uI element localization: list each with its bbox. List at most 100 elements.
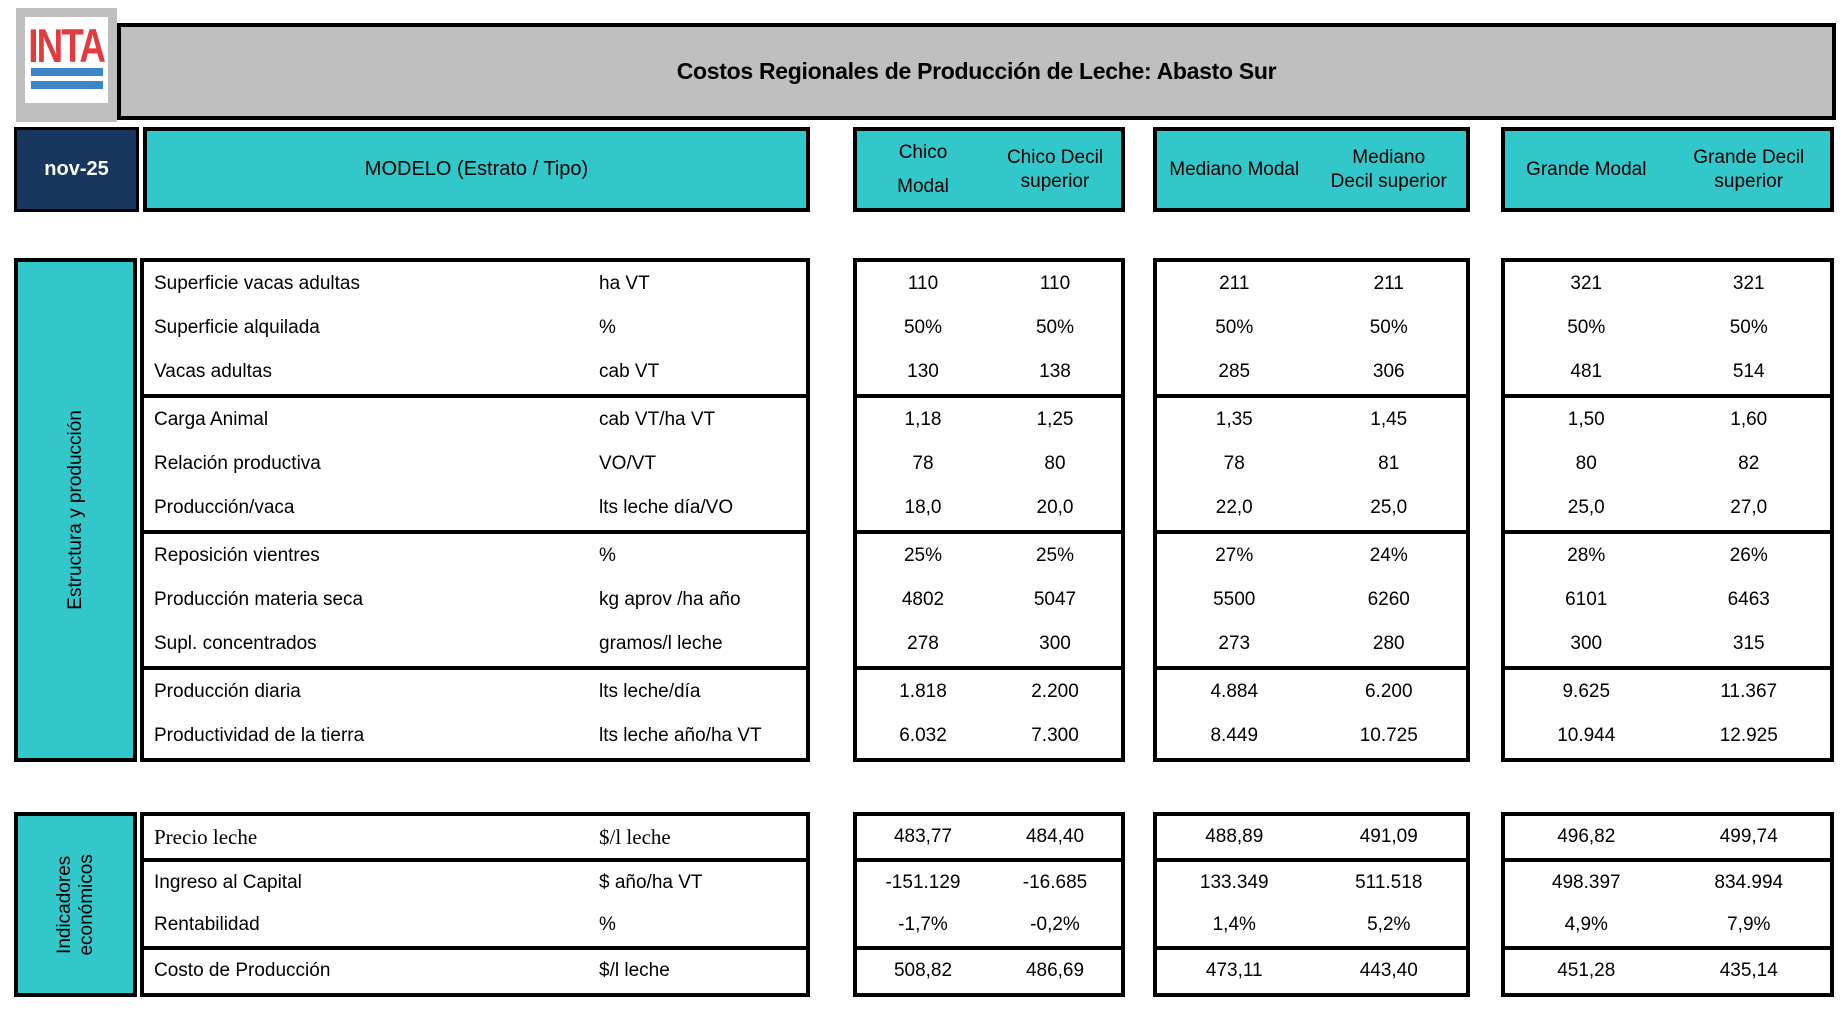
value-cell: 20,0 bbox=[1036, 497, 1074, 518]
table-row-values: 80 82 bbox=[1505, 442, 1830, 486]
row-unit-text: kg aprov /ha año bbox=[599, 589, 741, 610]
table-row-values: 278 300 bbox=[857, 622, 1121, 666]
value-cell: 9.625 bbox=[1562, 681, 1611, 702]
row-label-text: Rentabilidad bbox=[154, 914, 260, 935]
inta-logo-bar-bottom bbox=[30, 81, 103, 89]
inta-logo-text: INTA bbox=[28, 20, 107, 73]
row-group: Precio leche $/l leche bbox=[144, 816, 806, 858]
row-unit-text: cab VT/ha VT bbox=[599, 409, 716, 430]
row-unit-text: gramos/l leche bbox=[599, 633, 723, 654]
value-cell: 4,9% bbox=[1564, 914, 1608, 935]
table-row-values: 1,18 1,25 bbox=[857, 398, 1121, 442]
table-row-values: 285 306 bbox=[1157, 350, 1466, 394]
value-cell: 499,74 bbox=[1719, 826, 1778, 847]
value-cell: 50% bbox=[1035, 317, 1075, 338]
value-cell: 488,89 bbox=[1205, 826, 1264, 847]
model-header-cell: MODELO (Estrato / Tipo) bbox=[143, 127, 810, 212]
table-row-values: 508,82 486,69 bbox=[857, 950, 1121, 992]
value-cell: 50% bbox=[1369, 317, 1408, 338]
table-row-values: 10.944 12.925 bbox=[1505, 714, 1830, 758]
labels-block-estructura: Superficie vacas adultas ha VT Superficie … bbox=[140, 258, 810, 762]
table-row-values: 8.449 10.725 bbox=[1157, 714, 1466, 758]
row-group: 321 321 50% 50% 481 514 bbox=[1505, 262, 1830, 394]
row-unit-text: lts leche/día bbox=[599, 681, 701, 702]
value-cell: 211 bbox=[1219, 273, 1250, 294]
table-row-values: 496,82 499,74 bbox=[1505, 816, 1830, 858]
row-unit-text: lts leche año/ha VT bbox=[599, 725, 762, 746]
row-label-text: Relación productiva bbox=[154, 453, 321, 474]
table-row-values: 498.397 834.994 bbox=[1505, 862, 1830, 904]
value-cell: 6260 bbox=[1367, 589, 1410, 610]
row-group: Carga Animal cab VT/ha VT Relación product… bbox=[144, 394, 806, 530]
table-row-label: Producción materia seca kg aprov /ha año bbox=[144, 578, 806, 622]
table-row-values: 22,0 25,0 bbox=[1157, 486, 1466, 530]
row-label-text: Supl. concentrados bbox=[154, 633, 317, 654]
values-block-indicadores-mediano: 488,89 491,09 133.349 511.518 1,4% 5,2% 473,11… bbox=[1153, 812, 1470, 997]
value-cell: 18,0 bbox=[904, 497, 942, 518]
col-header-grande-modal: Grande Modal bbox=[1526, 158, 1647, 180]
table-row-values: 50% 50% bbox=[1157, 306, 1466, 350]
table-row-label: Producción/vaca lts leche día/VO bbox=[144, 486, 806, 530]
value-cell: 484,40 bbox=[1025, 826, 1085, 847]
value-cell: 306 bbox=[1372, 361, 1405, 382]
value-cell: 25,0 bbox=[1567, 497, 1605, 518]
value-cell: 8.449 bbox=[1210, 725, 1259, 746]
table-row-label: Carga Animal cab VT/ha VT bbox=[144, 398, 806, 442]
value-cell: 5,2% bbox=[1367, 914, 1411, 935]
table-row-label: Productividad de la tierra lts leche año/… bbox=[144, 714, 806, 758]
value-cell: 280 bbox=[1372, 633, 1405, 654]
row-group: 110 110 50% 50% 130 138 bbox=[857, 262, 1121, 394]
value-cell: 130 bbox=[907, 361, 939, 382]
value-cell: 273 bbox=[1218, 633, 1251, 654]
value-cell: 211 bbox=[1373, 273, 1404, 294]
row-group: 4.884 6.200 8.449 10.725 bbox=[1157, 666, 1466, 758]
section-sidebar-indicadores: Indicadores económicos bbox=[14, 812, 137, 997]
row-group: 508,82 486,69 bbox=[857, 946, 1121, 992]
table-row-label: Ingreso al Capital $ año/ha VT bbox=[144, 862, 806, 904]
row-group: Superficie vacas adultas ha VT Superficie … bbox=[144, 262, 806, 394]
row-group: 496,82 499,74 bbox=[1505, 816, 1830, 858]
table-row-values: 133.349 511.518 bbox=[1157, 862, 1466, 904]
value-cell: 315 bbox=[1732, 633, 1765, 654]
value-cell: 110 bbox=[1039, 273, 1071, 294]
table-row-values: 130 138 bbox=[857, 350, 1121, 394]
row-label-text: Costo de Producción bbox=[154, 960, 331, 981]
value-cell: 285 bbox=[1218, 361, 1251, 382]
row-group: 27% 24% 5500 6260 273 280 bbox=[1157, 530, 1466, 666]
row-label-text: Producción materia seca bbox=[154, 589, 364, 610]
inta-logo-bar-top bbox=[30, 68, 103, 76]
row-group: 133.349 511.518 1,4% 5,2% bbox=[1157, 858, 1466, 946]
value-cell: 28% bbox=[1567, 545, 1606, 566]
labels-block-indicadores: Precio leche $/l leche Ingreso al Capital $… bbox=[140, 812, 810, 997]
table-row-values: 4.884 6.200 bbox=[1157, 670, 1466, 714]
table-row-label: Precio leche $/l leche bbox=[144, 816, 806, 858]
value-cell: 483,77 bbox=[893, 826, 953, 847]
value-cell: 300 bbox=[1039, 633, 1071, 654]
value-cell: 6.200 bbox=[1364, 681, 1413, 702]
table-row-label: Superficie alquilada% bbox=[144, 306, 806, 350]
table-row-values: 211 211 bbox=[1157, 262, 1466, 306]
value-cell: 25% bbox=[903, 545, 943, 566]
col-header-chico-modal: Chico Modal bbox=[857, 131, 989, 208]
row-group: 451,28 435,14 bbox=[1505, 946, 1830, 992]
table-row-label: Reposición vientres% bbox=[144, 534, 806, 578]
row-group: Ingreso al Capital $ año/ha VT Rentabilida… bbox=[144, 858, 806, 946]
row-group: 498.397 834.994 4,9% 7,9% bbox=[1505, 858, 1830, 946]
value-cell: 481 bbox=[1570, 361, 1603, 382]
value-cell: 7,9% bbox=[1727, 914, 1771, 935]
row-unit-text: $/l leche bbox=[599, 824, 671, 849]
values-block-indicadores-grande: 496,82 499,74 498.397 834.994 4,9% 7,9% 451,28… bbox=[1501, 812, 1834, 997]
value-cell: 22,0 bbox=[1215, 497, 1253, 518]
col-header-grande-decil: Grande Decil superior bbox=[1693, 146, 1805, 192]
value-cell: 508,82 bbox=[893, 960, 953, 981]
row-label-text: Producción diaria bbox=[154, 681, 301, 702]
value-cell: -1,7% bbox=[898, 914, 948, 935]
table-row-values: 50% 50% bbox=[857, 306, 1121, 350]
section-sidebar-indicadores-label: Indicadores económicos bbox=[54, 854, 98, 955]
row-unit-text: VO/VT bbox=[599, 453, 657, 474]
value-cell: 110 bbox=[907, 273, 939, 294]
value-cell: 1,25 bbox=[1036, 409, 1074, 430]
value-cell: 80 bbox=[1044, 453, 1066, 474]
row-group: 211 211 50% 50% 285 306 bbox=[1157, 262, 1466, 394]
row-group: 28% 26% 6101 6463 300 315 bbox=[1505, 530, 1830, 666]
